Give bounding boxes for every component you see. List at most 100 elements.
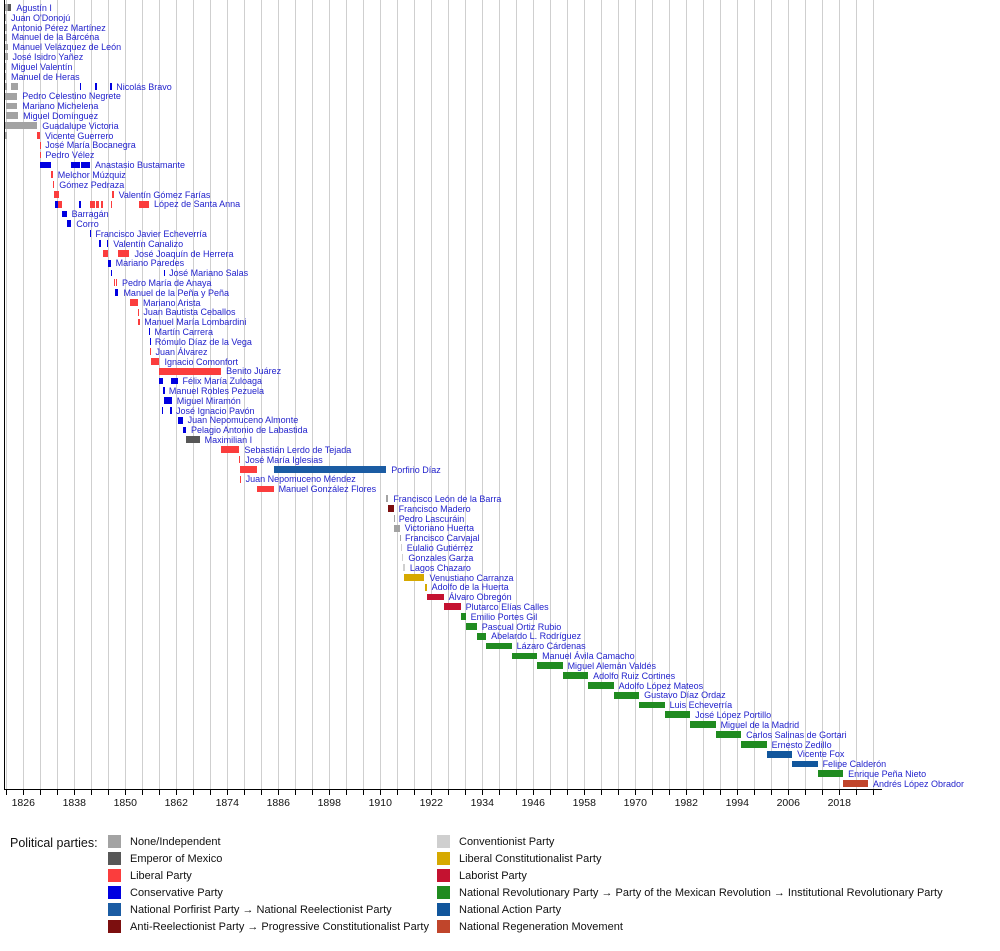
president-label[interactable]: Pedro María de Anaya <box>121 277 212 288</box>
president-label[interactable]: Juan Nepomuceno Méndez <box>245 474 356 485</box>
president-label[interactable]: Maximilian I <box>204 435 253 446</box>
president-label[interactable]: Rómulo Díaz de la Vega <box>154 336 252 347</box>
president-label[interactable]: Pedro Celestino Negrete <box>22 91 121 102</box>
president-label[interactable]: Lagos Chazaro <box>409 562 471 573</box>
president-label[interactable]: Venustiano Carranza <box>429 572 514 583</box>
president-row: Juan Álvarez <box>0 347 1000 357</box>
president-label[interactable]: Ignacio Comonfort <box>164 356 238 367</box>
gridline <box>448 0 450 789</box>
president-label[interactable]: José Mariano Salas <box>169 268 249 279</box>
president-label[interactable]: Ernesto Zedillo <box>771 739 832 750</box>
president-label[interactable]: Pedro Vélez <box>45 150 95 161</box>
president-label[interactable]: Félix María Zuloaga <box>182 376 263 387</box>
president-label[interactable]: José Ignacio Pavón <box>175 405 255 416</box>
president-label[interactable]: Miguel Miramón <box>176 395 241 406</box>
president-label[interactable]: José María Bocanegra <box>45 140 136 151</box>
president-label[interactable]: Corro <box>76 219 99 230</box>
term-bar <box>239 475 242 483</box>
president-label[interactable]: Gustavo Díaz Ordaz <box>644 690 726 701</box>
president-label[interactable]: Pedro Lascuráin <box>398 513 465 524</box>
term-bar <box>588 681 614 689</box>
president-row: Miguel Valentín <box>0 62 1000 72</box>
gridline <box>618 0 620 789</box>
axis-tick <box>210 790 212 795</box>
president-label[interactable]: Adolfo Ruiz Cortines <box>593 670 676 681</box>
president-label[interactable]: Enrique Peña Nieto <box>848 768 927 779</box>
president-label[interactable]: Juan O'Donojú <box>11 12 71 23</box>
president-label[interactable]: Adolfo López Mateos <box>618 680 704 691</box>
president-label[interactable]: Francisco Carvajal <box>405 533 480 544</box>
president-row: Adolfo de la Huerta <box>0 582 1000 592</box>
president-label[interactable]: Juan Álvarez <box>155 346 208 357</box>
president-label[interactable]: Sebastián Lerdo de Tejada <box>244 444 352 455</box>
president-label[interactable]: Barragán <box>71 209 109 220</box>
term-bar <box>80 82 82 90</box>
president-label[interactable]: Melchor Múzquiz <box>57 169 126 180</box>
president-label[interactable]: Guadalupe Victoria <box>42 120 119 131</box>
president-row: Francisco Carvajal <box>0 533 1000 543</box>
president-label[interactable]: Francisco Madero <box>398 503 471 514</box>
president-label[interactable]: Gómez Pedraza <box>59 179 125 190</box>
president-row: Martín Carrera <box>0 327 1000 337</box>
president-label[interactable]: Francisco León de la Barra <box>393 494 502 504</box>
president-label[interactable]: Mariano Michelena <box>22 101 99 112</box>
president-label[interactable]: Manuel de la Barcéna <box>11 32 100 43</box>
president-label[interactable]: Eulalio Gutiérrez <box>406 543 474 554</box>
president-label[interactable]: Juan Nepomuceno Almonte <box>187 415 299 426</box>
president-label[interactable]: Anastasio Bustamante <box>94 160 186 171</box>
president-label[interactable]: Benito Juárez <box>226 366 282 377</box>
axis-year-label: 1982 <box>674 797 698 809</box>
president-label[interactable]: Miguel Domínguez <box>23 111 99 122</box>
president-label[interactable]: Vicente Fox <box>797 749 845 760</box>
president-label[interactable]: Victoriano Huerta <box>404 523 474 534</box>
term-bar <box>741 740 767 748</box>
president-label[interactable]: Valentín Gómez Farías <box>118 189 211 200</box>
president-label[interactable]: Valentín Canalizo <box>113 238 184 249</box>
president-label[interactable]: Andrés López Obrador <box>872 778 964 789</box>
president-row: Gómez Pedraza <box>0 180 1000 190</box>
president-label[interactable]: Álvaro Obregón <box>448 592 512 603</box>
president-label[interactable]: Francisco Javier Echeverría <box>95 228 207 239</box>
president-label[interactable]: Antonio Pérez Martínez <box>11 22 106 33</box>
president-label[interactable]: Manuel Robles Pezuela <box>168 385 264 396</box>
president-label[interactable]: Manuel Ávila Camacho <box>542 651 635 662</box>
president-row: Anastasio Bustamante <box>0 160 1000 170</box>
president-label[interactable]: José Joaquín de Herrera <box>134 248 234 259</box>
president-label[interactable]: José María Iglesias <box>245 454 323 465</box>
president-label[interactable]: Manuel de Heras <box>11 71 80 82</box>
president-label[interactable]: Mariano Paredes <box>115 258 185 269</box>
president-label[interactable]: José López Portillo <box>695 710 772 721</box>
president-label[interactable]: Mariano Arista <box>143 297 201 308</box>
president-label[interactable]: Miguel Alemán Valdés <box>567 660 656 671</box>
president-label[interactable]: Manuel Velázquez de León <box>12 42 122 53</box>
axis-tick <box>57 790 59 795</box>
president-label[interactable]: Adolfo de la Huerta <box>431 582 509 593</box>
legend-item-label: Liberal Party <box>130 870 192 882</box>
president-label[interactable]: Pelagio Antonio de Labastida <box>191 425 308 436</box>
president-label[interactable]: Nicolás Bravo <box>116 81 172 92</box>
term-bar <box>10 82 19 90</box>
president-label[interactable]: Manuel de la Peña y Peña <box>123 287 230 298</box>
president-label[interactable]: Manuel González Flores <box>278 484 377 495</box>
president-label[interactable]: Lázaro Cárdenas <box>516 641 586 652</box>
president-label[interactable]: Emilio Portes Gil <box>470 611 538 622</box>
president-label[interactable]: José Isidro Yañez <box>12 52 84 63</box>
president-label[interactable]: Luis Echeverría <box>669 700 733 711</box>
term-bar <box>116 279 118 287</box>
president-label[interactable]: Pascual Ortiz Rubio <box>481 621 562 632</box>
president-row: Barragán <box>0 209 1000 219</box>
president-label[interactable]: Plutarco Elías Calles <box>465 602 549 613</box>
president-label[interactable]: Martín Carrera <box>154 327 214 338</box>
president-label[interactable]: Felipe Calderón <box>822 759 887 770</box>
president-label[interactable]: Porfirio Díaz <box>391 464 441 475</box>
president-label[interactable]: Gonzales Garza <box>408 552 474 563</box>
president-label[interactable]: Agustín I <box>16 3 52 13</box>
president-label[interactable]: Miguel de la Madrid <box>720 719 800 730</box>
president-label[interactable]: Manuel María Lombardini <box>144 317 247 328</box>
president-label[interactable]: Juan Bautista Ceballos <box>143 307 236 318</box>
president-label[interactable]: Abelardo L. Rodríguez <box>491 631 582 642</box>
president-label[interactable]: López de Santa Anna <box>154 199 241 210</box>
president-label[interactable]: Carlos Salinas de Gortari <box>746 729 847 740</box>
president-label[interactable]: Vicente Guerrero <box>45 130 114 141</box>
president-label[interactable]: Miguel Valentín <box>11 61 73 72</box>
